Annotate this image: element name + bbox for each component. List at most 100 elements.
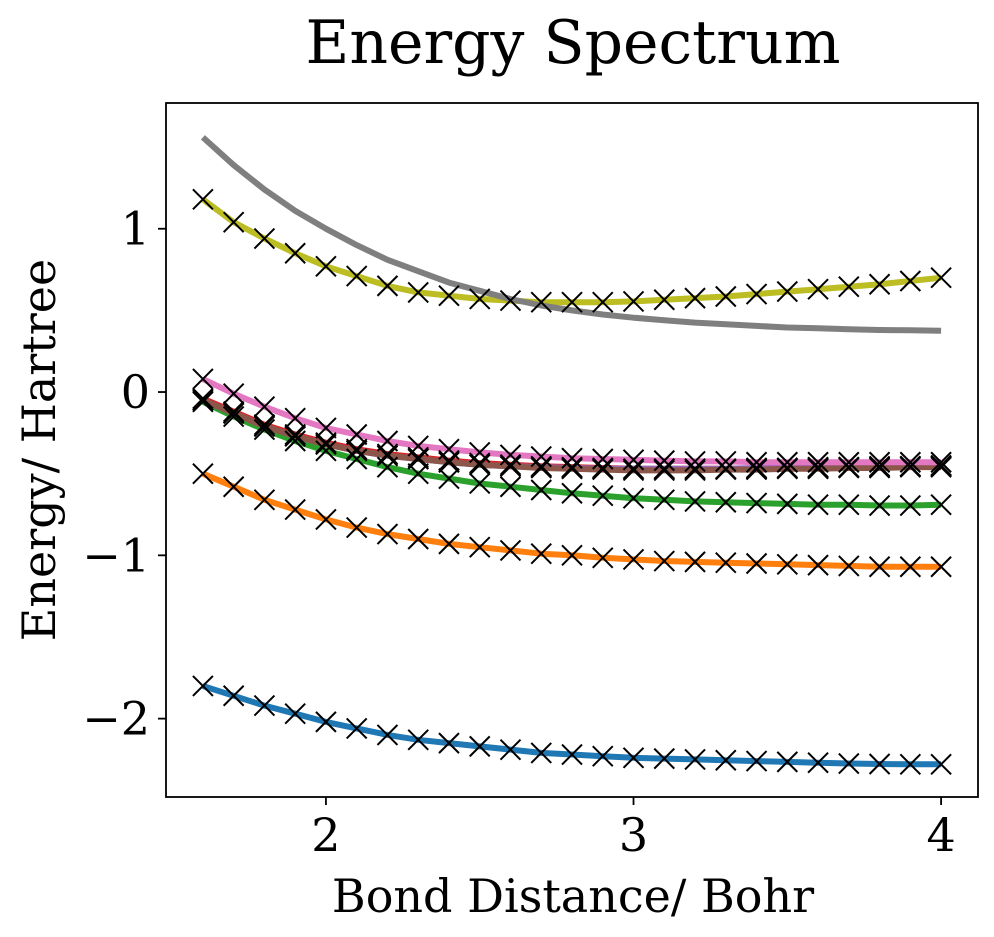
marker-e1-18	[745, 552, 768, 575]
marker-e7-13	[592, 291, 614, 313]
marker-e6-20	[807, 451, 829, 473]
axis-ticks: 2 3 4 −2 −1 0 1	[82, 202, 956, 862]
marker-e6-24	[930, 451, 952, 473]
marker-e7-7	[407, 281, 429, 304]
marker-e7-8	[438, 284, 460, 307]
marker-e4-15	[653, 458, 675, 480]
marker-e2-5	[345, 448, 368, 470]
marker-e1-1	[222, 476, 245, 498]
marker-e3-3	[284, 423, 306, 446]
marker-e5-5	[345, 440, 368, 462]
marker-e7-23	[899, 270, 922, 292]
marker-e2-19	[776, 493, 799, 515]
y-tick-label-2: 0	[121, 365, 150, 419]
marker-e6-7	[407, 435, 429, 457]
marker-e7-21	[838, 275, 860, 298]
marker-e0-24	[930, 753, 952, 776]
marker-e7-14	[622, 290, 645, 313]
plot-frame	[165, 102, 979, 798]
marker-e7-1	[222, 211, 245, 233]
marker-e6-22	[868, 451, 891, 473]
marker-e0-5	[345, 717, 368, 740]
marker-e6-11	[530, 445, 552, 468]
marker-e7-15	[653, 289, 675, 311]
x-tick-label-2: 4	[926, 808, 955, 862]
series-line-e0	[201, 683, 942, 768]
marker-e7-5	[345, 265, 368, 287]
marker-e1-4	[315, 508, 337, 531]
marker-e1-19	[776, 553, 799, 576]
marker-e0-7	[407, 729, 429, 751]
marker-e6-3	[284, 407, 306, 429]
marker-e1-20	[807, 554, 829, 576]
marker-e6-16	[684, 450, 706, 473]
series-line-e2	[201, 399, 942, 509]
marker-e2-12	[561, 482, 583, 504]
marker-e7-2	[253, 227, 276, 250]
y-tick-label-0: −2	[82, 692, 150, 746]
marker-e5-23	[899, 456, 922, 478]
marker-e6-10	[499, 444, 522, 466]
marker-e1-5	[345, 516, 368, 539]
marker-e7-17	[715, 285, 737, 308]
marker-e4-14	[622, 458, 645, 480]
marker-e7-10	[499, 289, 522, 312]
marker-e0-14	[622, 747, 645, 769]
marker-e0-9	[469, 735, 491, 758]
marker-e7-18	[745, 283, 768, 305]
marker-e1-10	[499, 539, 522, 562]
marker-e0-1	[222, 685, 245, 707]
marker-e2-1	[222, 405, 245, 428]
marker-e7-9	[469, 288, 491, 310]
marker-e0-10	[499, 738, 522, 761]
marker-e0-22	[868, 753, 891, 775]
marker-e1-2	[253, 489, 276, 511]
marker-e2-9	[469, 472, 491, 495]
marker-e5-3	[284, 425, 306, 447]
marker-e3-0	[192, 387, 214, 410]
marker-e5-24	[930, 456, 952, 478]
marker-e5-1	[222, 402, 245, 424]
plot-area	[192, 135, 952, 776]
marker-e7-0	[192, 188, 214, 211]
marker-e1-6	[376, 523, 399, 545]
marker-e5-13	[592, 458, 614, 481]
y-tick-label-3: 1	[121, 202, 150, 256]
marker-e7-11	[530, 291, 552, 313]
marker-e1-0	[192, 462, 214, 485]
marker-e2-18	[745, 492, 768, 514]
marker-e5-18	[745, 458, 768, 481]
marker-e0-3	[284, 703, 306, 725]
y-axis-label: Energy/ Hartree	[12, 259, 66, 641]
marker-e6-4	[315, 417, 337, 439]
marker-e6-15	[653, 449, 675, 472]
marker-e5-10	[499, 455, 522, 478]
marker-e0-16	[684, 748, 706, 771]
marker-e4-18	[745, 457, 768, 479]
marker-e5-14	[622, 459, 645, 482]
marker-e1-17	[715, 551, 737, 574]
marker-e2-15	[653, 489, 675, 511]
marker-e3-2	[253, 413, 276, 436]
marker-e5-4	[315, 433, 337, 455]
series-line-e1	[201, 470, 942, 570]
x-tick-label-0: 2	[311, 808, 340, 862]
marker-e7-12	[561, 291, 583, 313]
marker-e6-12	[561, 447, 583, 469]
marker-e6-17	[715, 450, 737, 473]
series-line-e7	[201, 196, 942, 306]
marker-e0-12	[561, 743, 583, 766]
marker-e2-4	[315, 440, 337, 462]
marker-e1-21	[838, 555, 860, 577]
marker-e2-24	[930, 493, 952, 516]
marker-e7-24	[930, 267, 952, 289]
marker-e5-15	[653, 459, 675, 482]
marker-e4-22	[868, 455, 891, 478]
marker-e2-10	[499, 476, 522, 498]
x-axis-label: Bond Distance/ Bohr	[332, 869, 814, 923]
marker-e3-9	[469, 452, 491, 474]
marker-e2-16	[684, 490, 706, 513]
marker-e0-20	[807, 752, 829, 774]
marker-e5-22	[868, 457, 891, 479]
